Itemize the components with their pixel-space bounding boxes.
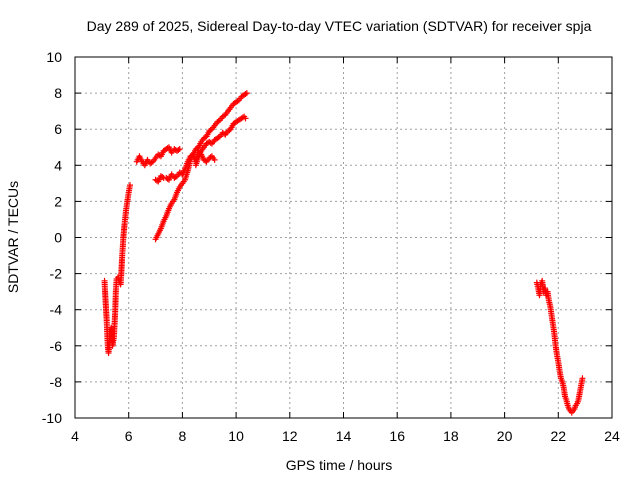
data-point-marker — [243, 90, 250, 97]
data-point-marker — [221, 112, 228, 119]
data-point-marker — [242, 91, 249, 98]
x-axis-label: GPS time / hours — [286, 457, 393, 473]
y-tick-label: 10 — [46, 49, 62, 65]
data-points — [101, 90, 586, 416]
series-arc-5 — [192, 113, 249, 169]
x-tick-label: 10 — [228, 428, 244, 444]
data-point-marker — [239, 114, 246, 121]
data-point-marker — [211, 156, 218, 163]
data-point-marker — [148, 159, 155, 166]
data-point-marker — [202, 157, 209, 164]
data-point-marker — [175, 146, 182, 153]
data-point-marker — [159, 174, 166, 181]
grid-lines — [75, 57, 612, 418]
y-tick-label: -8 — [50, 374, 63, 390]
x-tick-label: 6 — [125, 428, 133, 444]
y-tick-label: -2 — [50, 266, 63, 282]
series-arc-1 — [101, 182, 134, 357]
y-tick-label: 8 — [54, 85, 62, 101]
data-point-marker — [172, 174, 179, 181]
y-tick-label: 6 — [54, 121, 62, 137]
x-tick-label: 20 — [497, 428, 513, 444]
x-tick-label: 14 — [336, 428, 352, 444]
data-point-marker — [579, 375, 586, 382]
data-point-marker — [176, 146, 183, 153]
y-tick-label: -10 — [42, 410, 62, 426]
data-point-marker — [207, 127, 214, 134]
data-point-marker — [242, 115, 249, 122]
y-axis-label: SDTVAR / TECUs — [5, 181, 21, 293]
y-tick-label: 0 — [54, 230, 62, 246]
y-tick-label: 2 — [54, 193, 62, 209]
x-tick-label: 18 — [443, 428, 459, 444]
series-arc-2 — [133, 144, 183, 169]
series-arc-6 — [533, 277, 586, 416]
x-tick-label: 22 — [551, 428, 567, 444]
x-tick-label: 16 — [389, 428, 405, 444]
series-arc-4 — [152, 90, 250, 243]
data-point-marker — [207, 154, 214, 161]
data-point-marker — [215, 134, 222, 141]
data-point-marker — [207, 139, 214, 146]
x-tick-label: 4 — [71, 428, 79, 444]
x-tick-label: 12 — [282, 428, 298, 444]
data-point-marker — [215, 118, 222, 125]
y-tick-label: -4 — [50, 302, 63, 318]
x-tick-label: 8 — [179, 428, 187, 444]
data-point-marker — [221, 130, 228, 137]
data-point-marker — [127, 182, 134, 189]
y-tick-label: -6 — [50, 338, 63, 354]
y-tick-label: 4 — [54, 157, 62, 173]
data-point-marker — [234, 98, 241, 105]
x-tick-label: 24 — [604, 428, 620, 444]
chart-title: Day 289 of 2025, Sidereal Day-to-day VTE… — [87, 18, 592, 34]
